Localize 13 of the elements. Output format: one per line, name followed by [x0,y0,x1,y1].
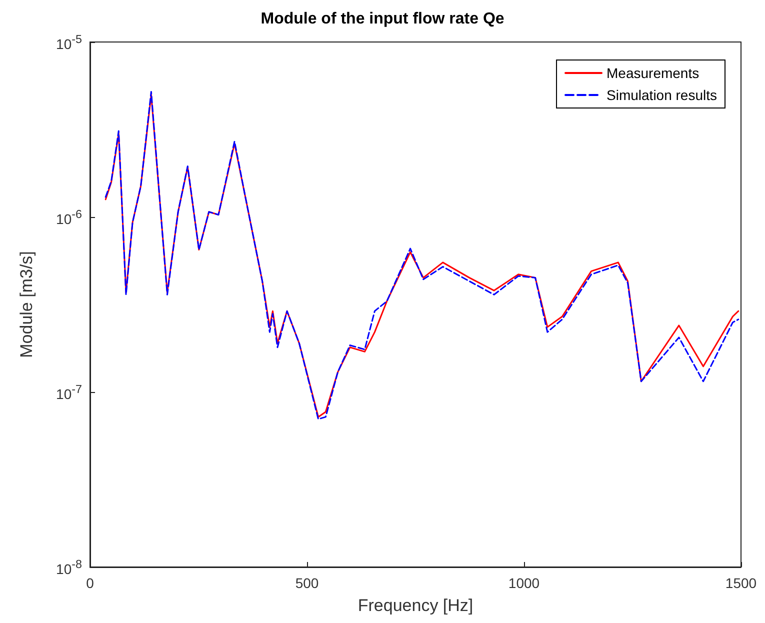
x-tick-label: 0 [86,575,94,591]
y-tick-label: 10$^{-5}$ [56,32,82,52]
y-tick-label: 10$^{-6}$ [56,207,82,227]
x-tick-label: 1500 [725,575,757,591]
y-tick-label: 10$^{-8}$ [56,557,82,577]
x-tick-label: 500 [295,575,319,591]
legend-label: Simulation results [606,87,718,103]
x-tick-label: 1000 [508,575,540,591]
x-axis-title: Frequency [Hz] [358,596,474,615]
legend-label: Measurements [606,65,700,81]
y-tick-label: 10$^{-7}$ [56,382,82,402]
y-axis-title: Module [m3/s] [17,251,36,358]
chart-title: Module of the input flow rate Qe [260,10,504,28]
